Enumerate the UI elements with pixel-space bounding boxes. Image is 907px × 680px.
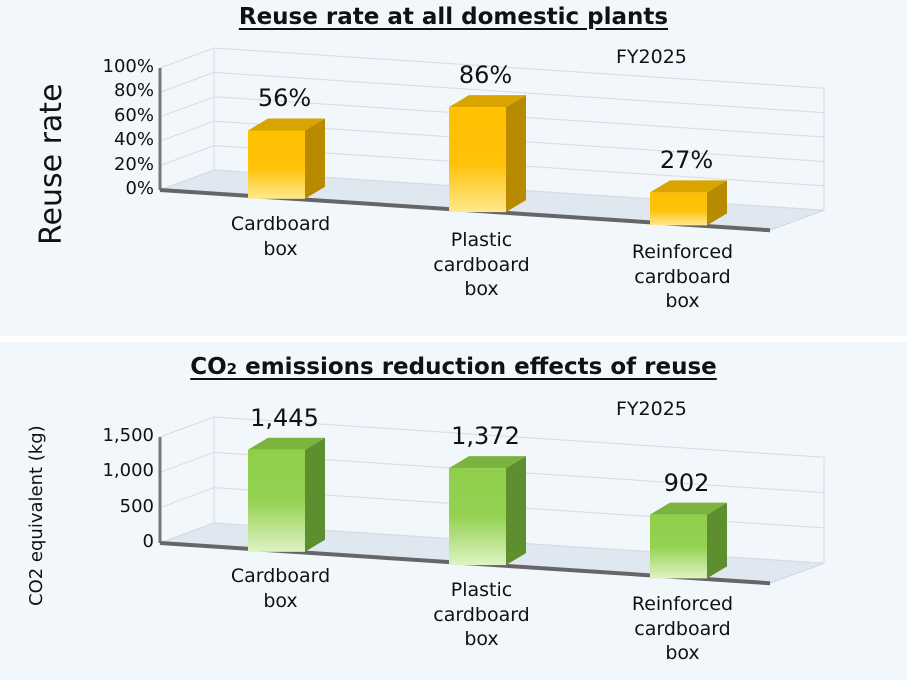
gridline-side <box>159 47 215 69</box>
bar-side <box>506 95 526 213</box>
bar-top <box>248 118 325 131</box>
data-label: 27% <box>659 146 714 175</box>
y-tick-label: 20% <box>113 153 154 175</box>
fiscal-year-label: FY2025 <box>616 46 687 68</box>
title-part: emissions reduction effects of reuse <box>237 354 717 380</box>
data-label: 902 <box>663 468 710 497</box>
data-label: 1,445 <box>250 403 319 432</box>
x-tick-label: Reinforced cardboard box <box>631 593 734 665</box>
gridline <box>213 71 825 114</box>
gridline-side <box>159 96 215 118</box>
y-tick-label: 1,500 <box>102 425 154 446</box>
bar-top <box>650 502 727 515</box>
x-tick-label: Plastic cardboard box <box>433 579 530 651</box>
y-tick-label: 0 <box>142 531 154 552</box>
gridline-side <box>159 451 215 473</box>
data-label: 56% <box>257 84 312 113</box>
gridline-side <box>159 145 215 167</box>
bar-top <box>650 180 727 193</box>
bar-side <box>506 456 526 566</box>
x-tick-label: Cardboard box <box>230 213 331 260</box>
chart-separator <box>0 336 907 342</box>
title-subscript: 2 <box>226 360 238 378</box>
bar <box>650 192 707 226</box>
gridline <box>213 416 825 458</box>
y-tick-label: 60% <box>113 104 154 126</box>
chart-title-reuse: Reuse rate at all domestic plants <box>238 4 669 30</box>
x-tick-label: Reinforced cardboard box <box>631 241 734 313</box>
y-tick-label: 80% <box>113 80 154 102</box>
gridline-side <box>159 522 215 544</box>
gridline-side <box>159 416 215 438</box>
title-part: CO <box>190 354 227 380</box>
gridline <box>213 47 825 89</box>
x-tick-label: Cardboard box <box>230 565 331 612</box>
bar-top <box>449 456 526 469</box>
bar-top <box>248 437 325 450</box>
bar-side <box>707 502 727 579</box>
bar <box>650 514 707 579</box>
bar-top <box>449 95 526 108</box>
y-tick-label: 500 <box>119 495 154 517</box>
bar <box>449 468 506 566</box>
y-tick-label: 0% <box>125 178 154 199</box>
bar-side <box>305 437 325 552</box>
bar <box>248 130 305 199</box>
fiscal-year-label: FY2025 <box>616 398 687 420</box>
data-label: 1,372 <box>451 422 520 451</box>
y-tick-label: 40% <box>113 129 154 151</box>
bar <box>449 107 506 213</box>
y-tick-label: 100% <box>102 56 154 77</box>
data-label: 86% <box>458 61 513 90</box>
chart-title-co2: CO2 emissions reduction effects of reuse <box>0 354 907 380</box>
gridline-side <box>159 169 215 191</box>
bar-side <box>305 118 325 199</box>
gridline-side <box>159 487 215 509</box>
gridline-side <box>159 71 215 93</box>
bar-side <box>707 180 727 226</box>
gridline-side <box>159 120 215 142</box>
x-tick-label: Plastic cardboard box <box>433 229 530 301</box>
bar <box>248 449 305 552</box>
y-tick-label: 1,000 <box>102 460 154 482</box>
